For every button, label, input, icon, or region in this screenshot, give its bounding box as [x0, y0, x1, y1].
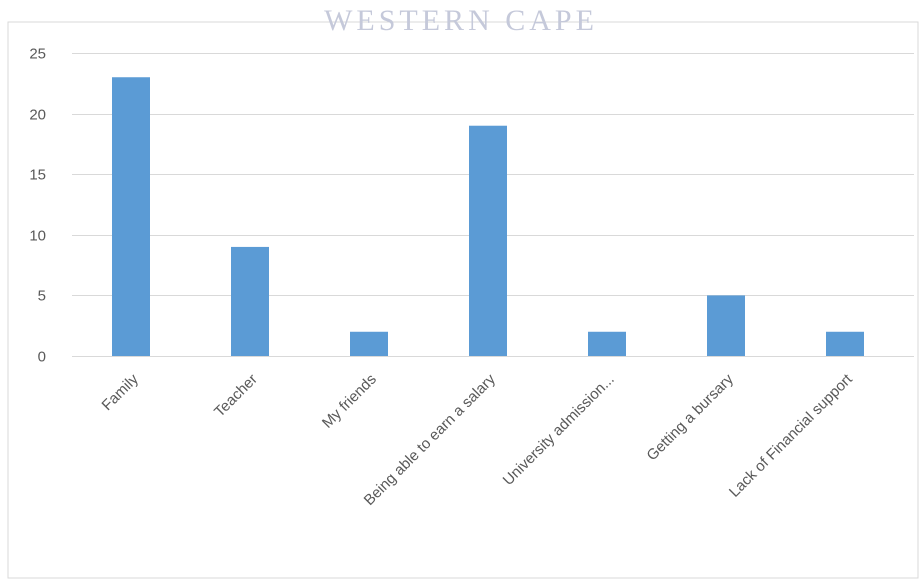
y-axis-tick-labels: 0 5 10 15 20 25 [29, 46, 46, 366]
bar-family [112, 77, 150, 357]
y-tick-label: 25 [29, 46, 46, 63]
bar-teacher [231, 246, 269, 356]
bar-my-friends [350, 331, 388, 356]
watermark-text: WESTERN CAPE [324, 4, 598, 37]
y-tick-label: 0 [38, 349, 46, 366]
bars [112, 77, 864, 357]
gridlines [72, 53, 914, 357]
y-tick-label: 5 [38, 288, 46, 305]
y-tick-label: 15 [29, 167, 46, 184]
y-tick-label: 10 [29, 228, 46, 245]
bar-getting-a-bursary [707, 295, 745, 356]
bar-university-admission [588, 331, 626, 356]
y-tick-label: 20 [29, 107, 46, 124]
bar-lack-of-financial-support [826, 331, 864, 356]
bar-being-able-to-earn-a-salary [469, 125, 507, 356]
